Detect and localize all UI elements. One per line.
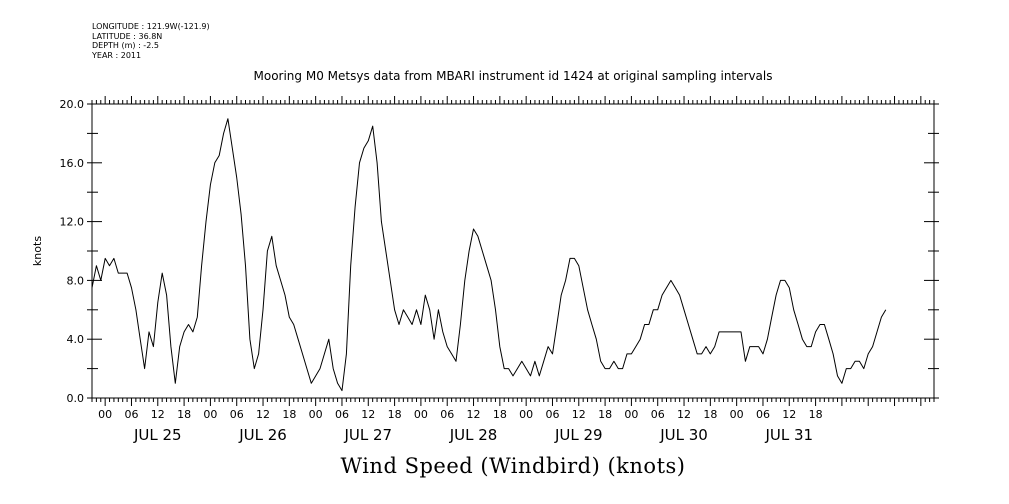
- x-day-label: JUL 25: [133, 426, 182, 444]
- y-tick-label: 20.0: [60, 98, 85, 111]
- x-hour-label: 18: [282, 408, 296, 421]
- x-hour-label: 00: [624, 408, 638, 421]
- x-hour-label: 00: [98, 408, 112, 421]
- x-day-label: JUL 28: [449, 426, 498, 444]
- x-hour-label: 06: [335, 408, 349, 421]
- chart-title: Mooring M0 Metsys data from MBARI instru…: [253, 69, 773, 83]
- x-hour-label: 12: [256, 408, 270, 421]
- x-hour-label: 18: [598, 408, 612, 421]
- x-hour-label: 18: [493, 408, 507, 421]
- x-day-label: JUL 31: [764, 426, 813, 444]
- metadata-block: LONGITUDE : 121.9W(-121.9) LATITUDE : 36…: [92, 22, 210, 60]
- y-tick-label: 0.0: [67, 392, 85, 405]
- wind-speed-series-line: [91, 118, 887, 392]
- x-hour-label: 00: [309, 408, 323, 421]
- x-day-label: JUL 30: [659, 426, 708, 444]
- x-hour-label: 18: [388, 408, 402, 421]
- x-hour-label: 12: [677, 408, 691, 421]
- x-hour-label: 06: [651, 408, 665, 421]
- x-axis-title: Wind Speed (Windbird) (knots): [340, 454, 686, 478]
- x-hour-label: 06: [756, 408, 770, 421]
- x-hour-label: 00: [414, 408, 428, 421]
- x-hour-label: 06: [124, 408, 138, 421]
- x-hour-label: 12: [361, 408, 375, 421]
- x-hour-label: 06: [230, 408, 244, 421]
- year-label: YEAR : 2011: [92, 50, 142, 60]
- y-axis-label: knots: [31, 236, 44, 266]
- latitude-label: LATITUDE : 36.8N: [92, 31, 163, 41]
- y-tick-label: 4.0: [67, 333, 85, 346]
- x-hour-label: 18: [703, 408, 717, 421]
- x-hour-label: 18: [809, 408, 823, 421]
- x-hour-label: 12: [151, 408, 165, 421]
- x-day-label: JUL 29: [554, 426, 603, 444]
- x-hour-label: 00: [519, 408, 533, 421]
- x-hour-label: 00: [730, 408, 744, 421]
- x-hour-label: 18: [177, 408, 191, 421]
- longitude-label: LONGITUDE : 121.9W(-121.9): [92, 22, 210, 31]
- plot-frame: [91, 103, 935, 399]
- x-hour-label: 12: [467, 408, 481, 421]
- x-hour-label: 06: [440, 408, 454, 421]
- depth-label: DEPTH (m) : -2.5: [92, 41, 159, 50]
- y-tick-label: 8.0: [67, 274, 85, 287]
- x-hour-label: 06: [545, 408, 559, 421]
- x-hour-label: 00: [203, 408, 217, 421]
- x-hour-label: 12: [782, 408, 796, 421]
- y-tick-label: 12.0: [60, 216, 85, 229]
- x-day-label: JUL 27: [343, 426, 392, 444]
- y-tick-label: 16.0: [60, 157, 85, 170]
- x-day-label: JUL 26: [238, 426, 287, 444]
- x-hour-label: 12: [572, 408, 586, 421]
